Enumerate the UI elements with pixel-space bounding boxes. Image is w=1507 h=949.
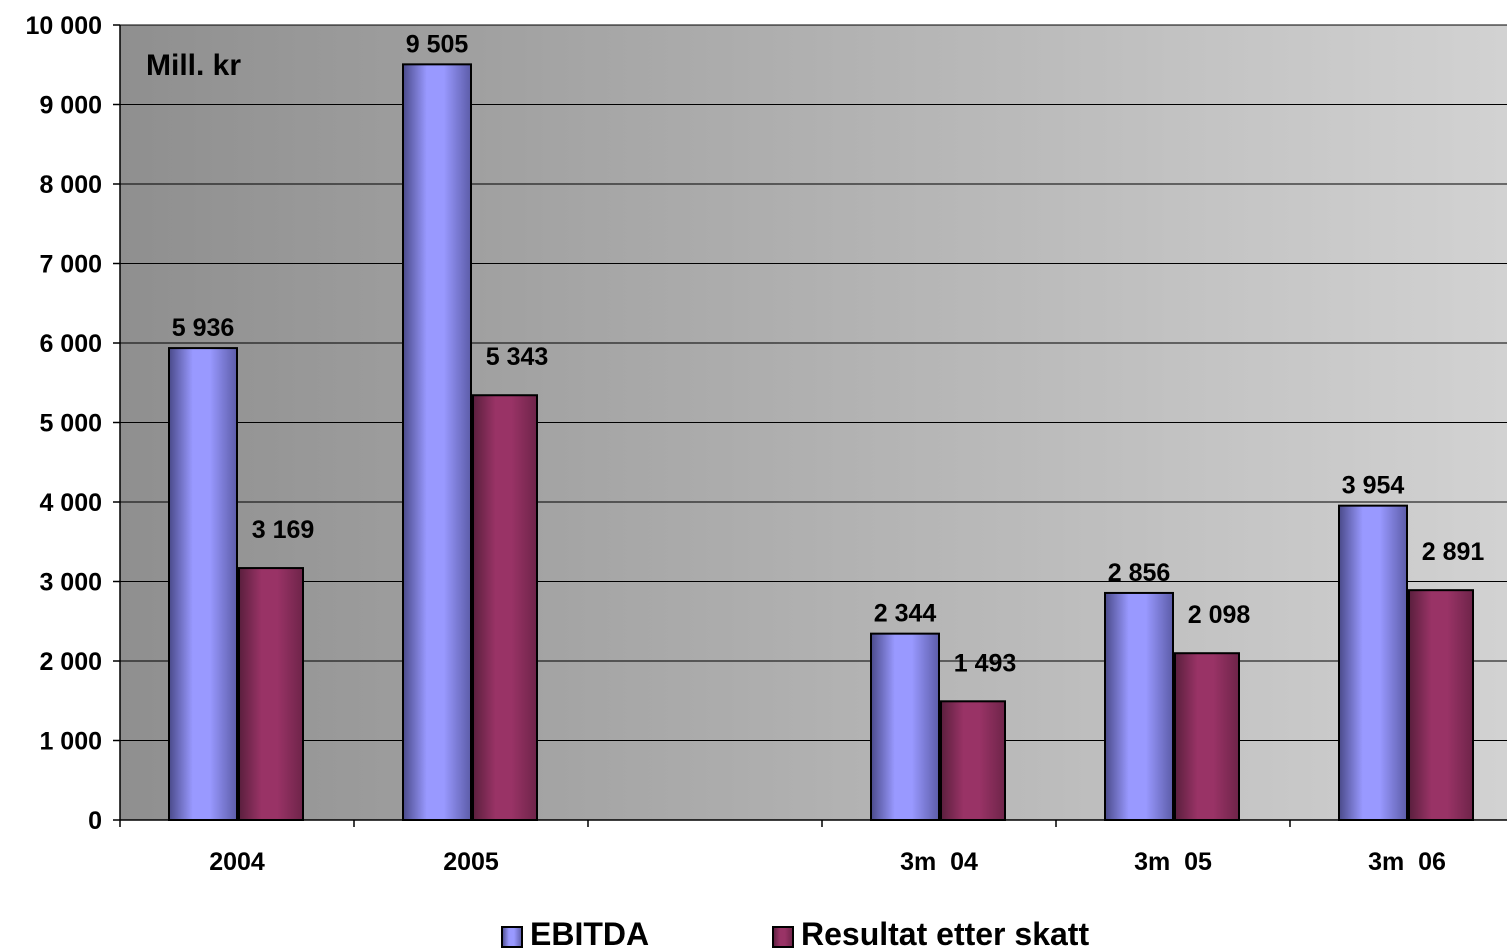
data-label: 1 493 [954, 649, 1017, 677]
y-tick-label: 7 000 [39, 251, 102, 279]
y-tick-label: 6 000 [39, 330, 102, 358]
y-tick-label: 3 000 [39, 569, 102, 597]
bar-resultat-etter-skatt [1408, 589, 1474, 822]
x-tick-label: 3m 06 [1368, 848, 1446, 876]
bar-ebitda [168, 347, 238, 821]
bar-ebitda [1104, 591, 1174, 821]
y-tick-label: 9 000 [39, 92, 102, 120]
data-label: 3 169 [252, 516, 315, 544]
legend-swatch [501, 926, 523, 948]
bar-ebitda [1338, 504, 1408, 821]
x-tick-label: 2004 [209, 848, 265, 876]
data-label: 9 505 [406, 30, 469, 58]
data-label: 2 891 [1422, 538, 1485, 566]
x-tick-label: 2005 [443, 848, 499, 876]
y-tick-label: 2 000 [39, 648, 102, 676]
data-label: 2 344 [874, 600, 937, 628]
data-label: 2 098 [1188, 601, 1251, 629]
bar-resultat-etter-skatt [472, 394, 538, 821]
data-label: 2 856 [1108, 559, 1171, 587]
y-tick-label: 10 000 [26, 12, 102, 40]
y-tick-label: 8 000 [39, 171, 102, 199]
data-label: 5 343 [486, 343, 549, 371]
bar-resultat-etter-skatt [238, 567, 304, 822]
data-label: 3 954 [1342, 472, 1405, 500]
y-tick-label: 4 000 [39, 489, 102, 517]
unit-label: Mill. kr [146, 49, 241, 82]
bar-resultat-etter-skatt [940, 700, 1006, 822]
y-tick-label: 1 000 [39, 728, 102, 756]
bar-resultat-etter-skatt [1174, 652, 1240, 821]
y-tick-label: 0 [88, 807, 102, 835]
data-label: 5 936 [172, 314, 235, 342]
bar-ebitda [870, 632, 940, 821]
bar-ebitda [402, 63, 472, 822]
legend-label: Resultat etter skatt [801, 916, 1089, 949]
x-tick-label: 3m 05 [1134, 848, 1212, 876]
legend-swatch [772, 926, 794, 948]
legend-label: EBITDA [530, 916, 649, 949]
legend: EBITDA Resultat etter skatt [501, 916, 1089, 949]
y-tick-label: 5 000 [39, 410, 102, 438]
x-tick-label: 3m 04 [900, 848, 978, 876]
